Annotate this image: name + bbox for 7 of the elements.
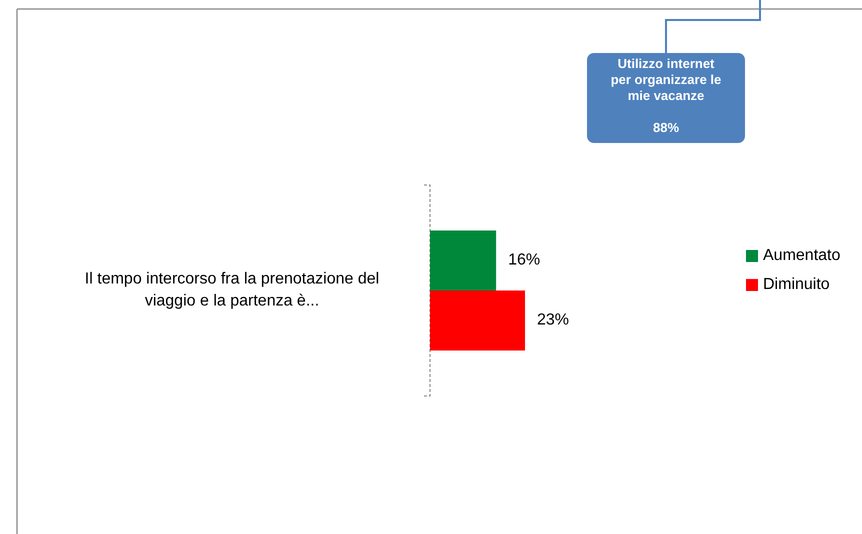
data-label: 23% (537, 312, 570, 329)
text: 88% (652, 120, 680, 135)
data-label: 16% (508, 252, 540, 269)
text: Utilizzo internet per organizzare le mie vacanze (610, 56, 722, 103)
legend-label: Aumentato (763, 247, 840, 264)
legend-label: Diminuito (763, 276, 830, 294)
y-tick-label: Il tempo intercorso fra la prenotazione del viaggio e la partenza è... (84, 270, 380, 310)
